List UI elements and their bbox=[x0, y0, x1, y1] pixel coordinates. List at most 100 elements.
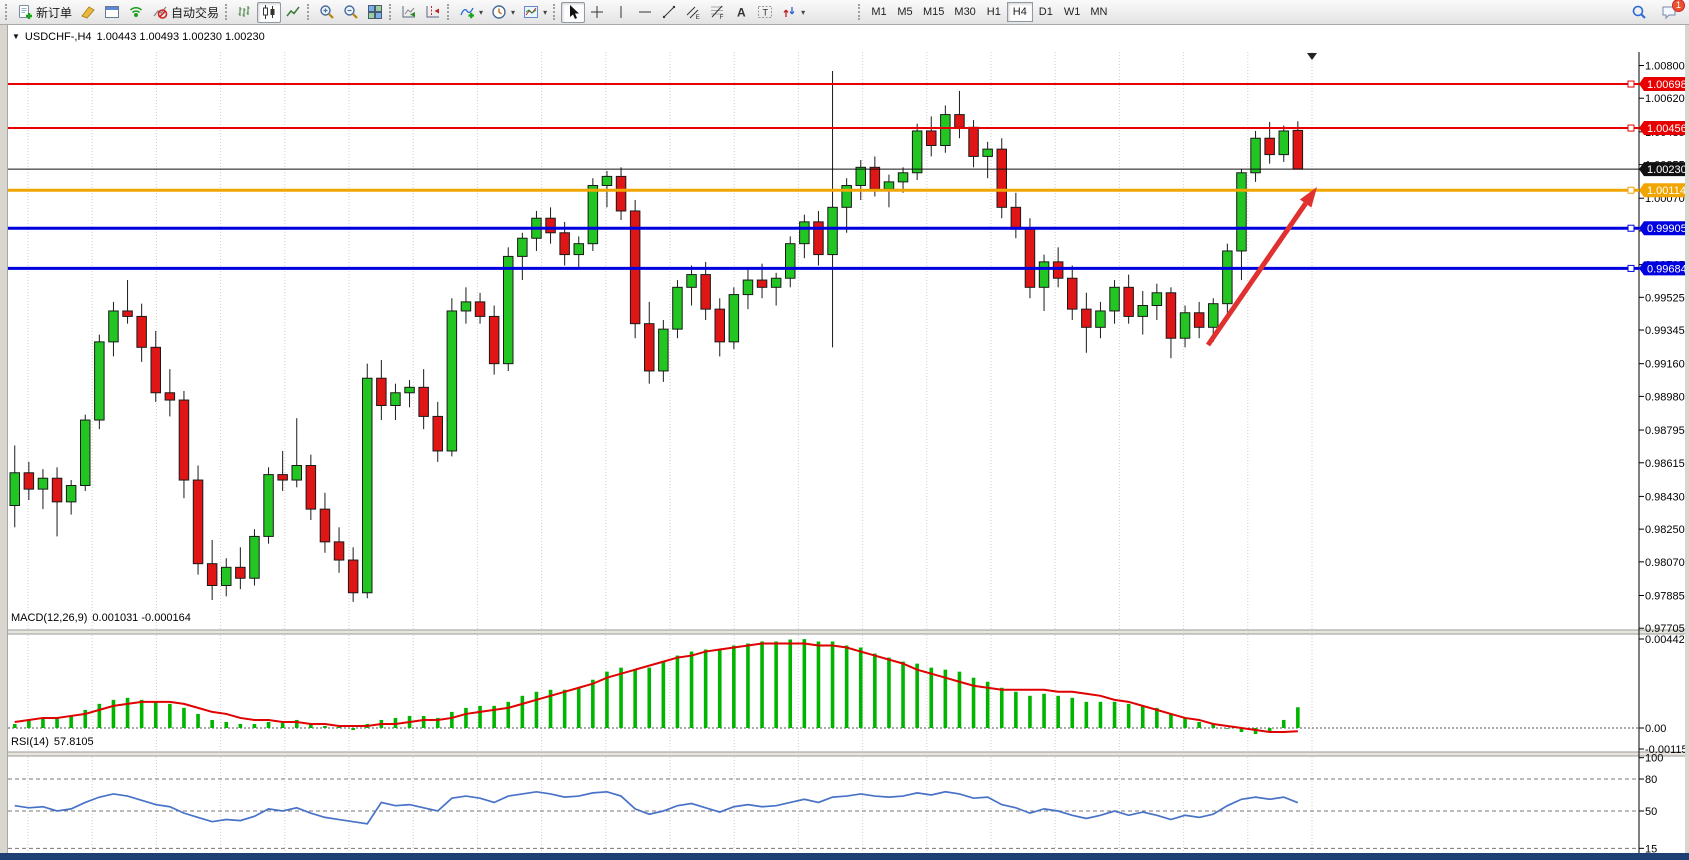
macd-histogram-bar bbox=[605, 671, 609, 728]
notifications-button[interactable]: 1 bbox=[1657, 0, 1685, 23]
chart-shift-button[interactable] bbox=[421, 2, 445, 23]
cursor-tool-button[interactable] bbox=[561, 1, 586, 23]
macd-histogram-bar bbox=[125, 697, 130, 728]
timeframe-d1-button[interactable]: D1 bbox=[1038, 6, 1053, 18]
macd-axis-label: 0.00 bbox=[1645, 723, 1666, 735]
equidistant-channel-tool-button[interactable]: E bbox=[681, 2, 705, 23]
ohlc-values: 1.00443 1.00493 1.00230 1.00230 bbox=[96, 31, 265, 43]
bar-chart-mode-button[interactable] bbox=[233, 2, 257, 23]
arrows-tool-button[interactable]: ▾ bbox=[777, 2, 809, 23]
candle-bullish bbox=[9, 472, 20, 507]
macd-histogram-bar bbox=[1239, 728, 1244, 733]
text-a-icon: A bbox=[737, 6, 746, 20]
candle-bullish bbox=[686, 274, 697, 288]
trend-arrow[interactable] bbox=[1205, 202, 1308, 347]
candle-bullish bbox=[362, 377, 373, 594]
chart-canvas[interactable]: 30 Sep 20223 Oct 04:003 Oct 20:004 Oct 1… bbox=[0, 50, 1689, 860]
candle-bullish bbox=[883, 181, 895, 190]
price-line-label: 1.00698 bbox=[1647, 79, 1687, 91]
macd-histogram-bar bbox=[111, 699, 116, 728]
notification-badge: 1 bbox=[1672, 0, 1685, 12]
timeframe-m15-button[interactable]: M15 bbox=[923, 6, 945, 18]
macd-histogram-bar bbox=[421, 715, 426, 728]
trend-arrow-head[interactable] bbox=[1299, 187, 1317, 208]
macd-axis-label: 0.004424 bbox=[1645, 634, 1689, 646]
macd-histogram-bar bbox=[224, 721, 229, 728]
timeframe-h1-button[interactable]: H1 bbox=[986, 6, 1001, 18]
symbol-period-label: USDCHF-,H4 bbox=[24, 31, 92, 43]
macd-histogram-bar bbox=[351, 728, 355, 731]
zoom-out-button[interactable] bbox=[339, 2, 363, 23]
timeframe-m30-button[interactable]: M30 bbox=[954, 6, 976, 18]
toolbar-group bbox=[315, 0, 387, 24]
candle-bullish bbox=[1137, 305, 1148, 317]
macd-histogram-bar bbox=[1140, 705, 1145, 728]
line-chart-mode-button[interactable] bbox=[281, 2, 305, 23]
candle-bullish bbox=[65, 485, 77, 503]
market-watch-button[interactable] bbox=[100, 2, 124, 23]
timeframe-w1-button[interactable]: W1 bbox=[1063, 6, 1081, 18]
search-button[interactable] bbox=[1627, 2, 1651, 23]
panel-separator[interactable] bbox=[0, 630, 1689, 634]
hline-handle[interactable] bbox=[1627, 186, 1635, 194]
chevron-down-icon[interactable]: ▾ bbox=[543, 7, 548, 17]
macd-name: MACD(12,26,9) bbox=[11, 612, 88, 624]
candle-bullish bbox=[291, 465, 302, 481]
tile-windows-button[interactable] bbox=[363, 2, 387, 23]
arrows-tool-icon bbox=[783, 7, 795, 17]
candle-bullish bbox=[1236, 172, 1247, 252]
hline-handle[interactable] bbox=[1627, 124, 1635, 132]
text-label-tool-button[interactable]: T bbox=[753, 2, 777, 23]
hline-handle[interactable] bbox=[1627, 264, 1635, 272]
auto-scroll-button[interactable] bbox=[397, 2, 421, 23]
timeframe-m5-button[interactable]: M5 bbox=[897, 6, 913, 18]
chevron-down-icon[interactable]: ▾ bbox=[479, 7, 484, 17]
periods-button[interactable]: ▾ bbox=[487, 2, 519, 23]
hline-handle[interactable] bbox=[1627, 224, 1635, 232]
timeframe-h4-button[interactable]: H4 bbox=[1006, 2, 1033, 22]
candle-bullish bbox=[37, 477, 49, 490]
candle-bullish bbox=[1208, 303, 1219, 328]
macd-histogram-bar bbox=[548, 689, 553, 728]
text-tool-button[interactable]: A bbox=[729, 2, 753, 23]
candle-bearish bbox=[644, 323, 655, 372]
macd-histogram-bar bbox=[1267, 728, 1272, 733]
macd-histogram-bar bbox=[1112, 701, 1117, 728]
macd-histogram-bar bbox=[915, 663, 919, 728]
indicators-add-icon bbox=[460, 7, 475, 19]
panel-separator[interactable] bbox=[0, 752, 1689, 756]
chevron-down-icon[interactable]: ▾ bbox=[511, 7, 516, 17]
timeframe-m1-button[interactable]: M1 bbox=[871, 6, 887, 18]
candlestick-mode-button[interactable] bbox=[257, 1, 282, 23]
candle-bearish bbox=[333, 541, 345, 561]
macd-histogram-bar bbox=[252, 723, 257, 728]
indicators-button[interactable]: ▾ bbox=[455, 2, 487, 23]
crosshair-tool-button[interactable] bbox=[585, 2, 609, 23]
vertical-line-tool-button[interactable] bbox=[609, 2, 633, 23]
candle-bearish bbox=[432, 415, 443, 452]
templates-button[interactable]: ▾ bbox=[519, 2, 551, 23]
horizontal-line-tool-button[interactable] bbox=[633, 2, 657, 23]
chart-shift-marker[interactable] bbox=[1307, 53, 1317, 60]
signals-button[interactable] bbox=[124, 2, 148, 23]
symbol-dropdown-icon[interactable]: ▼ bbox=[12, 32, 20, 41]
timeframe-mn-button[interactable]: MN bbox=[1090, 6, 1108, 18]
trendline-tool-button[interactable] bbox=[657, 2, 681, 23]
chevron-down-icon[interactable]: ▾ bbox=[801, 7, 806, 17]
candle-bearish bbox=[235, 566, 246, 579]
macd-histogram-bar bbox=[196, 713, 200, 728]
styler-button[interactable] bbox=[76, 2, 100, 23]
candle-bullish bbox=[80, 419, 91, 487]
rsi-name: RSI(14) bbox=[11, 736, 49, 748]
zoom-in-button[interactable] bbox=[315, 2, 339, 23]
hline-handle[interactable] bbox=[1627, 80, 1635, 88]
macd-histogram-bar bbox=[1126, 703, 1131, 728]
auto-trading-button[interactable]: 自动交易 bbox=[148, 2, 223, 23]
macd-histogram-bar bbox=[717, 649, 722, 728]
fibonacci-tool-button[interactable]: F bbox=[705, 2, 729, 23]
candle-bullish bbox=[785, 243, 796, 279]
price-tick-label: 0.98980 bbox=[1645, 391, 1685, 403]
new-order-button[interactable]: 新订单 bbox=[13, 2, 76, 23]
price-tick-label: 0.98430 bbox=[1645, 491, 1685, 503]
